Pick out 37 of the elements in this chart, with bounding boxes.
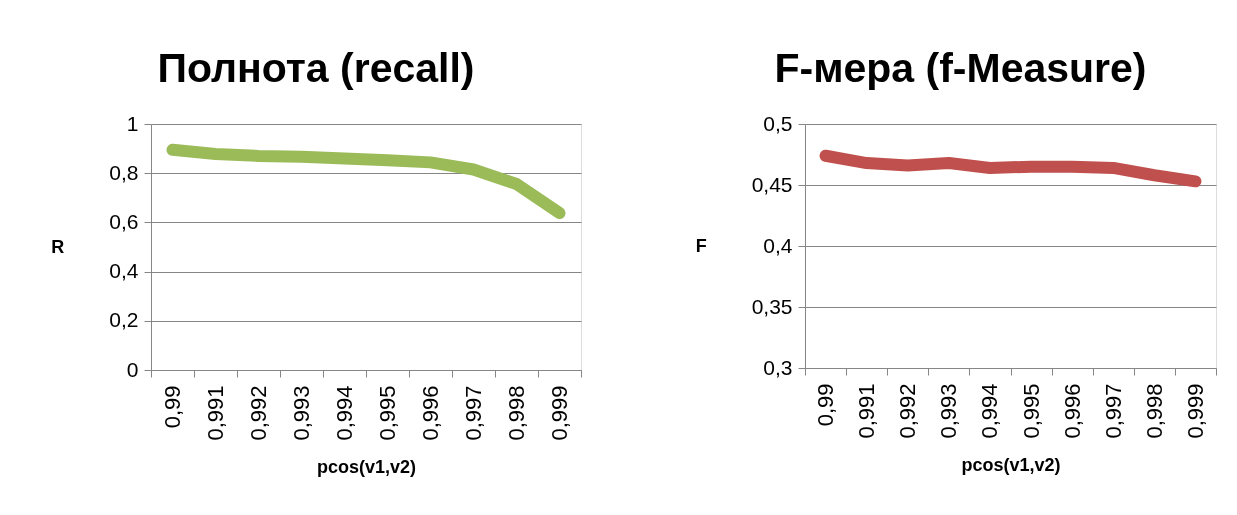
x-tick-label: 0,991	[203, 385, 228, 441]
x-tick-label: 0,994	[977, 383, 1003, 439]
chart-title: Полнота (recall)	[157, 45, 475, 91]
x-tick-label: 0,998	[504, 385, 529, 441]
y-tick-label: 0,35	[751, 294, 793, 318]
x-tick-label: 0,99	[160, 385, 185, 429]
x-tick-label: 0,993	[289, 385, 314, 441]
chart-title: F-мера (f-Measure)	[774, 45, 1147, 91]
x-tick-label: 0,992	[246, 385, 271, 441]
x-tick-label: 0,998	[1141, 383, 1167, 439]
y-tick-label: 0,45	[751, 172, 793, 196]
x-tick-label: 0,996	[1059, 383, 1085, 439]
x-tick-label: 0,99	[813, 383, 839, 427]
x-tick-label: 0,997	[1100, 383, 1126, 439]
x-tick-label: 0,996	[418, 385, 443, 441]
x-tick-label: 0,993	[936, 383, 962, 439]
y-tick-label: 0,8	[109, 160, 139, 184]
x-tick-label: 0,992	[895, 383, 921, 439]
x-tick-label: 0,994	[332, 385, 357, 441]
x-tick-label: 0,995	[1018, 383, 1044, 439]
y-tick-label: 0,4	[763, 233, 793, 257]
x-tick-label: 0,991	[854, 383, 880, 439]
x-axis-title: pcos(v1,v2)	[961, 454, 1061, 475]
y-axis-title: F	[695, 235, 707, 256]
y-tick-label: 0,4	[109, 259, 139, 283]
x-tick-label: 0,995	[375, 385, 400, 441]
y-tick-label: 1	[126, 111, 139, 135]
y-tick-label: 0	[126, 357, 139, 381]
x-axis-title: pcos(v1,v2)	[316, 456, 417, 477]
y-tick-label: 0,2	[109, 308, 139, 332]
y-axis-title: R	[51, 236, 65, 257]
y-tick-label: 0,5	[763, 111, 793, 135]
x-tick-label: 0,999	[1182, 383, 1208, 439]
y-tick-label: 0,3	[763, 355, 793, 379]
y-tick-label: 0,6	[109, 209, 139, 233]
x-tick-label: 0,999	[547, 385, 572, 441]
x-tick-label: 0,997	[461, 385, 486, 441]
